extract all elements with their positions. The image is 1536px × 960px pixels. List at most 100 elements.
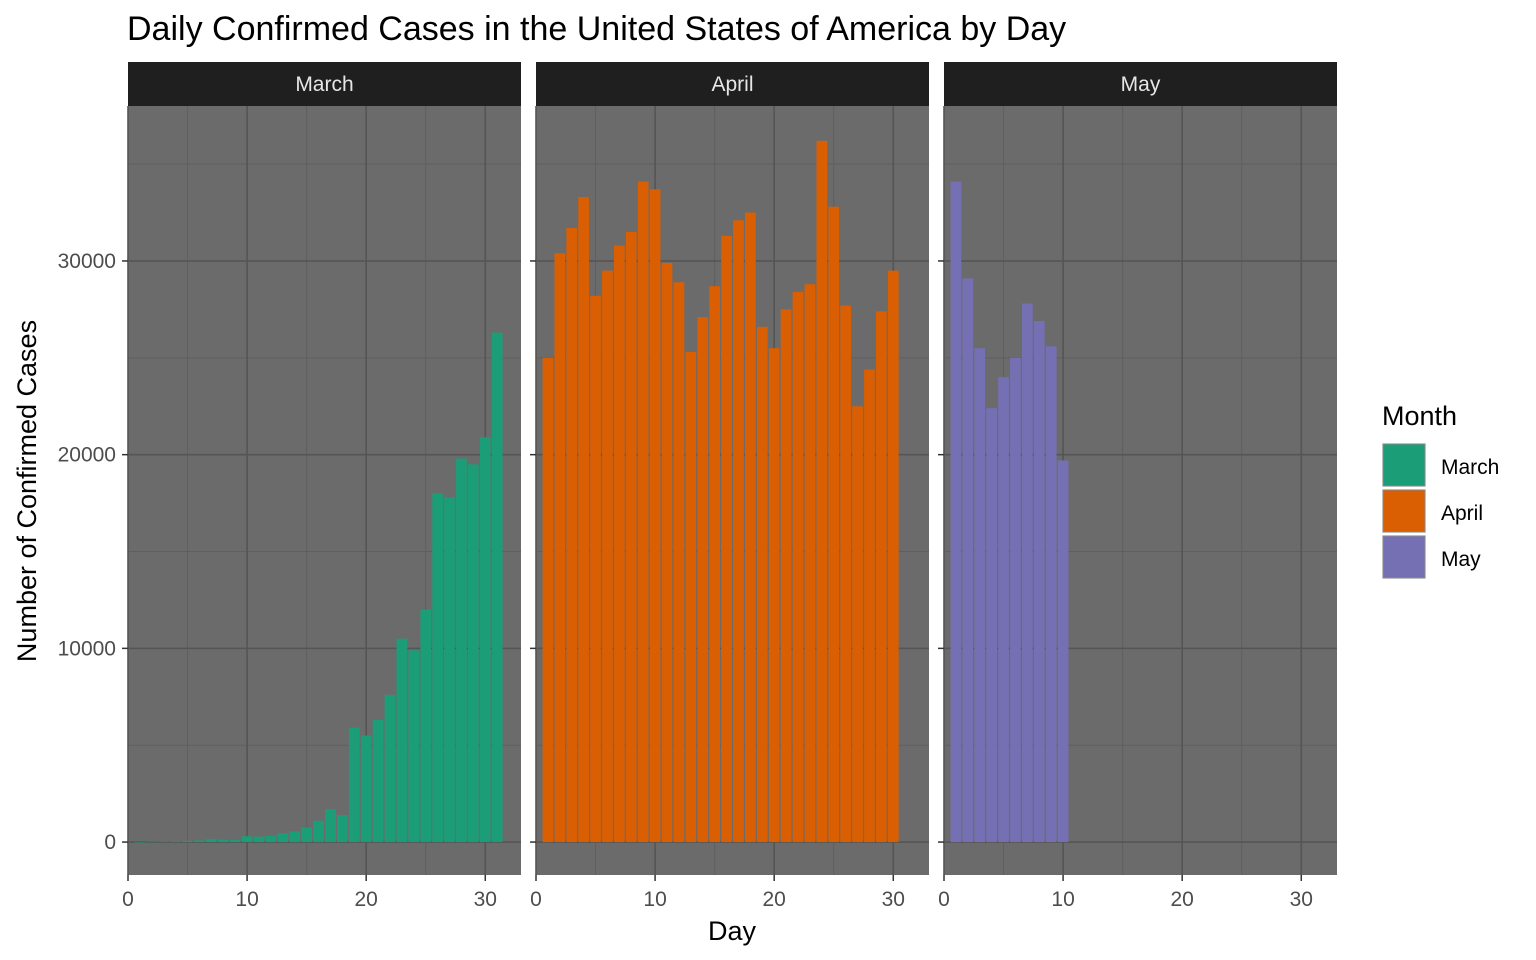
bar-april-day-29 (876, 311, 887, 843)
bar-april-day-28 (864, 369, 875, 843)
bar-april-day-19 (756, 326, 768, 843)
legend-label: April (1441, 502, 1483, 525)
bar-may-day-3 (974, 348, 986, 843)
bar-april-day-13 (685, 352, 697, 843)
bar-april-day-10 (649, 189, 661, 843)
panel-march: March 0 10 20 30 0 10000 20000 30000 (58, 62, 521, 911)
bar-march-day-8 (217, 839, 229, 843)
bar-march-day-21 (372, 720, 384, 843)
legend-label: May (1441, 548, 1481, 571)
legend-item-april: April (1382, 489, 1483, 533)
bar-march-day-19 (348, 727, 360, 843)
bar-may-day-9 (1045, 346, 1057, 843)
bar-may-day-8 (1033, 321, 1045, 843)
x-tick-label: 20 (1171, 888, 1194, 911)
bar-april-day-30 (887, 270, 899, 843)
bar-march-day-24 (408, 650, 420, 843)
x-tick-label: 30 (882, 888, 905, 911)
bar-april-day-17 (733, 220, 744, 843)
bar-march-day-22 (384, 694, 396, 843)
legend-swatch (1382, 443, 1426, 487)
bar-april-day-6 (602, 270, 613, 843)
bar-march-day-13 (277, 833, 289, 843)
bar-april-day-1 (542, 357, 554, 843)
bar-march-day-17 (325, 809, 336, 843)
bar-march-day-11 (253, 836, 265, 843)
bar-march-day-15 (301, 827, 312, 843)
panel-april: April 0 10 20 30 (530, 62, 929, 911)
panel-background (944, 106, 1337, 875)
strip-background (128, 62, 521, 106)
bar-march-day-25 (420, 609, 432, 843)
bar-april-day-4 (578, 197, 589, 843)
bar-march-day-1 (134, 841, 146, 843)
bar-march-day-7 (206, 839, 217, 843)
bar-march-day-5 (182, 840, 193, 843)
x-tick-label: 0 (530, 888, 542, 911)
y-tick-label: 30000 (58, 250, 116, 273)
bar-march-day-18 (337, 814, 348, 843)
bar-april-day-21 (780, 309, 792, 843)
legend-item-may: May (1382, 535, 1481, 579)
bar-march-day-10 (241, 836, 253, 843)
bar-march-day-23 (396, 638, 408, 843)
bar-april-day-14 (697, 317, 709, 843)
x-tick-label: 30 (474, 888, 497, 911)
bar-march-day-2 (146, 841, 158, 843)
bar-march-day-28 (456, 458, 467, 843)
bar-march-day-26 (432, 493, 443, 843)
bar-april-day-27 (852, 406, 863, 843)
bar-april-day-26 (840, 305, 851, 843)
bar-april-day-23 (804, 284, 816, 843)
legend-title: Month (1382, 401, 1457, 431)
strip-background (944, 62, 1337, 106)
bar-april-day-24 (816, 140, 828, 843)
bar-march-day-12 (265, 835, 277, 843)
legend-item-march: March (1382, 443, 1499, 487)
y-axis-title: Number of Confirmed Cases (12, 320, 42, 662)
x-axis-title: Day (708, 916, 757, 946)
bar-march-day-27 (444, 497, 455, 843)
legend-swatch (1382, 489, 1426, 533)
bar-april-day-3 (566, 228, 578, 843)
x-tick-label: 10 (1051, 888, 1074, 911)
legend-label: March (1441, 456, 1499, 479)
x-tick-label: 20 (355, 888, 378, 911)
x-tick-label: 10 (235, 888, 258, 911)
bar-april-day-25 (828, 206, 840, 843)
panel-background (536, 106, 929, 875)
y-tick-label: 10000 (58, 637, 116, 660)
x-tick-label: 10 (643, 888, 666, 911)
x-tick-label: 30 (1290, 888, 1313, 911)
x-tick-label: 20 (763, 888, 786, 911)
x-tick-label: 0 (122, 888, 134, 911)
bar-april-day-9 (637, 181, 649, 843)
bar-march-day-14 (289, 831, 301, 843)
bar-april-day-7 (614, 245, 625, 843)
y-tick-label: 0 (104, 831, 116, 854)
bar-may-day-6 (1010, 357, 1021, 843)
bar-april-day-2 (554, 253, 566, 843)
y-tick-label: 20000 (58, 444, 116, 467)
bar-april-day-8 (625, 231, 637, 843)
bar-march-day-31 (491, 332, 503, 843)
bar-march-day-6 (194, 840, 205, 843)
bar-march-day-3 (158, 841, 170, 843)
panel-background (128, 106, 521, 875)
panel-may: May 0 10 20 30 (938, 62, 1337, 911)
bar-march-day-4 (170, 841, 181, 843)
bar-march-day-30 (479, 437, 491, 843)
bar-march-day-9 (229, 840, 241, 843)
strip-label-may: May (1121, 73, 1161, 96)
bar-may-day-10 (1057, 460, 1069, 843)
bar-may-day-1 (950, 181, 962, 843)
bar-march-day-29 (468, 464, 479, 843)
legend: Month March April May (1382, 401, 1499, 579)
bar-may-day-2 (962, 278, 974, 843)
strip-background (536, 62, 929, 106)
bar-may-day-4 (986, 408, 997, 843)
legend-items: March April May (1382, 443, 1499, 579)
bar-april-day-20 (768, 348, 780, 843)
